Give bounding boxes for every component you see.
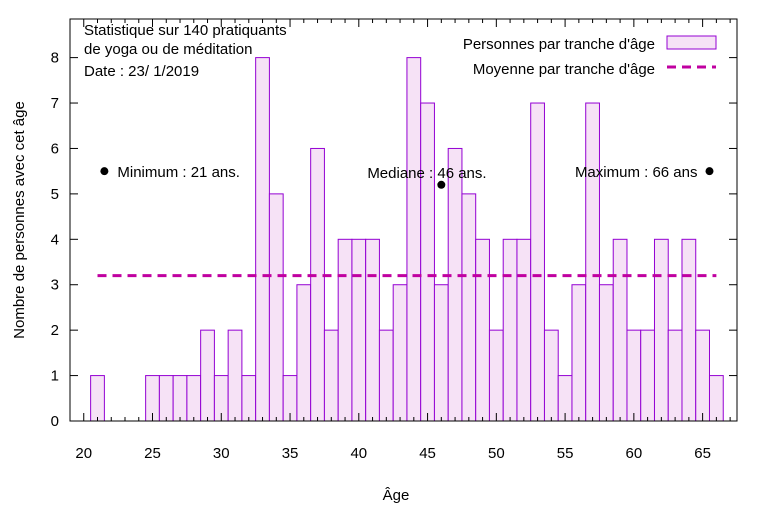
minimum-label: Minimum : 21 ans. bbox=[117, 164, 240, 181]
y-tick-label: 3 bbox=[51, 277, 59, 294]
legend-label-bars: Personnes par tranche d'âge bbox=[463, 36, 655, 53]
bar bbox=[268, 193, 284, 422]
bar bbox=[323, 329, 339, 422]
bar bbox=[612, 238, 628, 422]
bar bbox=[420, 102, 435, 422]
y-tick-label: 8 bbox=[51, 50, 59, 67]
bar bbox=[543, 329, 559, 422]
bar bbox=[310, 147, 325, 422]
bar bbox=[461, 193, 477, 422]
bar bbox=[681, 238, 697, 422]
median-label: Mediane : 46 ans. bbox=[367, 165, 486, 182]
bar bbox=[365, 238, 380, 422]
legend-label-mean: Moyenne par tranche d'âge bbox=[473, 61, 655, 78]
x-tick-label: 60 bbox=[626, 445, 643, 462]
minimum-marker bbox=[100, 167, 109, 176]
y-tick-label: 0 bbox=[51, 413, 59, 430]
y-tick-label: 6 bbox=[51, 140, 59, 157]
bar bbox=[447, 147, 463, 422]
bar bbox=[598, 284, 614, 422]
bar bbox=[296, 284, 312, 422]
maximum-marker bbox=[705, 167, 714, 176]
x-tick-label: 50 bbox=[488, 445, 505, 462]
title-line-2: de yoga ou de méditation bbox=[84, 41, 252, 58]
bar bbox=[433, 284, 449, 422]
x-tick-label: 45 bbox=[419, 445, 436, 462]
bar bbox=[255, 57, 270, 422]
x-tick-label: 30 bbox=[213, 445, 230, 462]
median-marker bbox=[437, 180, 446, 189]
bar bbox=[708, 375, 724, 422]
bar bbox=[653, 238, 669, 422]
x-axis-label: Âge bbox=[383, 487, 410, 504]
bar bbox=[227, 329, 243, 422]
bar bbox=[406, 57, 422, 422]
bar bbox=[90, 375, 105, 422]
legend-swatch-bars bbox=[666, 35, 717, 50]
bar bbox=[337, 238, 353, 422]
y-axis-label: Nombre de personnes avec cet âge bbox=[11, 101, 28, 339]
bar bbox=[695, 329, 710, 422]
bar bbox=[530, 102, 545, 422]
bar bbox=[488, 329, 504, 422]
bar bbox=[502, 238, 518, 422]
x-tick-label: 65 bbox=[694, 445, 711, 462]
y-tick-label: 2 bbox=[51, 322, 59, 339]
annotations: Minimum : 21 ans. Mediane : 46 ans. Maximu… bbox=[100, 164, 714, 189]
x-tick-label: 20 bbox=[75, 445, 92, 462]
plot-frame bbox=[69, 18, 738, 422]
bar bbox=[200, 329, 215, 422]
bars-group bbox=[90, 57, 724, 422]
y-tick-label: 5 bbox=[51, 186, 59, 203]
bar bbox=[241, 375, 257, 422]
bar bbox=[378, 329, 394, 422]
bar bbox=[392, 284, 408, 422]
bar bbox=[186, 375, 202, 422]
chart-title: Statistique sur 140 pratiquants de yoga … bbox=[84, 22, 287, 80]
title-line-1: Statistique sur 140 pratiquants bbox=[84, 22, 287, 39]
maximum-label: Maximum : 66 ans bbox=[575, 164, 698, 181]
bar bbox=[585, 102, 600, 422]
y-tick-label: 4 bbox=[51, 231, 59, 248]
x-tick-label: 25 bbox=[144, 445, 161, 462]
bar bbox=[351, 238, 367, 422]
legend: Personnes par tranche d'âge Moyenne par … bbox=[463, 35, 717, 78]
bar bbox=[172, 375, 188, 422]
y-tick-label: 1 bbox=[51, 368, 59, 385]
bar bbox=[516, 238, 532, 422]
bar bbox=[571, 284, 587, 422]
bar bbox=[667, 329, 683, 422]
bar bbox=[475, 238, 490, 422]
bar bbox=[626, 329, 642, 422]
y-tick-label: 7 bbox=[51, 95, 59, 112]
bar bbox=[640, 329, 655, 422]
title-line-3: Date : 23/ 1/2019 bbox=[84, 63, 199, 80]
bar bbox=[158, 375, 174, 422]
x-tick-label: 35 bbox=[282, 445, 299, 462]
x-tick-label: 40 bbox=[350, 445, 367, 462]
x-tick-label: 55 bbox=[557, 445, 574, 462]
